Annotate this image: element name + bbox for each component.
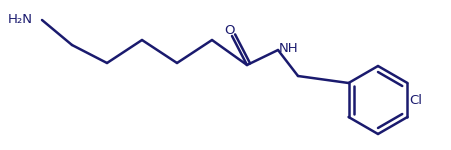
Text: H₂N: H₂N [8,13,33,26]
Text: O: O [224,24,235,37]
Text: NH: NH [278,42,298,56]
Text: Cl: Cl [409,93,422,106]
